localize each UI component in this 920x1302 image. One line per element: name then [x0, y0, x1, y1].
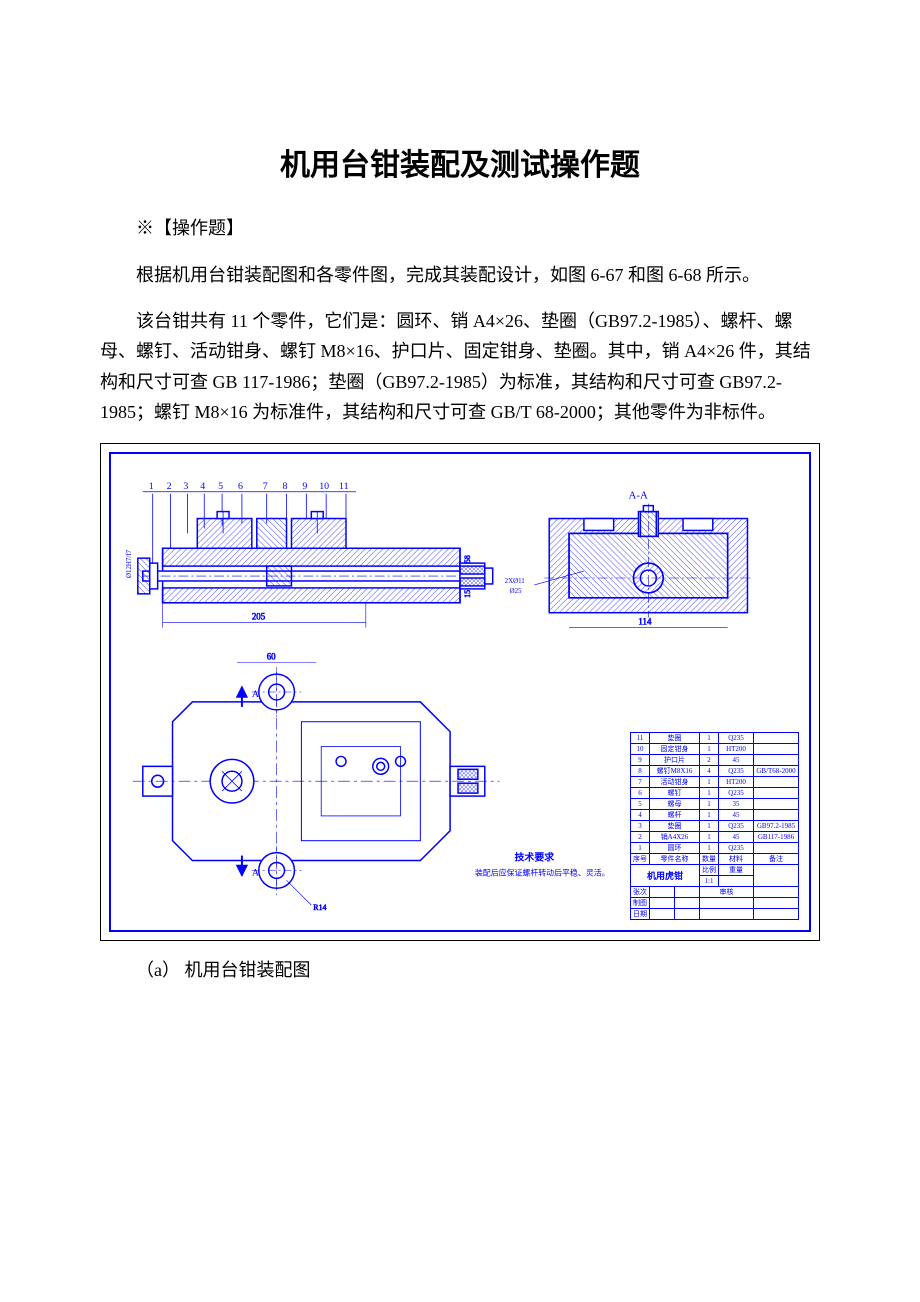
- title-block-row: 张次 审核: [631, 886, 799, 897]
- dim-205: 205: [252, 612, 266, 622]
- bom-row: 9 护口片 2 45: [631, 754, 799, 765]
- paragraph-2: 该台钳共有 11 个零件，它们是：圆环、销 A4×26、垫圈（GB97.2-19…: [100, 306, 820, 428]
- dim-15: 15: [463, 590, 472, 598]
- dim-r14: R14: [313, 903, 326, 912]
- drawing-container: b b c 1: [100, 443, 820, 941]
- title-block-row: 日期: [631, 908, 799, 919]
- bom-row: 4 螺杆 1 45: [631, 809, 799, 820]
- balloon-11: 11: [339, 481, 349, 492]
- dim-58: 58: [463, 555, 472, 563]
- bom-row: 2 销A4X26 1 45 GB117-1986: [631, 831, 799, 842]
- balloon-7: 7: [263, 481, 268, 492]
- dim-60: 60: [267, 651, 276, 661]
- tech-req-text: 装配后应保证螺杆转动后平稳、灵活。: [475, 867, 610, 877]
- section-aa-label: A-A: [629, 490, 648, 502]
- balloon-9: 9: [302, 481, 307, 492]
- title-block-row: 制图: [631, 897, 799, 908]
- balloon-10: 10: [319, 481, 329, 492]
- dim-phi12: Ø12H7/f7: [126, 549, 133, 578]
- balloon-4: 4: [200, 481, 205, 492]
- bom-row: 11 垫圈 1 Q235: [631, 732, 799, 743]
- bom-row: 6 螺钉 1 Q235: [631, 787, 799, 798]
- paragraph-1: 根据机用台钳装配图和各零件图，完成其装配设计，如图 6-67 和图 6-68 所…: [100, 260, 820, 291]
- bom-row: 1 圆环 1 Q235: [631, 842, 799, 853]
- dim-2phi11: 2XØ11: [505, 578, 526, 585]
- bom-row: 10 固定钳身 1 HT200: [631, 743, 799, 754]
- section-a-bottom: A: [252, 867, 260, 878]
- bom-row: 3 垫圈 1 Q235 GB97.2-1985: [631, 820, 799, 831]
- bom-row: 5 螺母 1 35: [631, 798, 799, 809]
- dim-phi25: Ø25: [510, 588, 522, 595]
- tech-requirements: 技术要求 装配后应保证螺杆转动后平稳、灵活。: [475, 850, 610, 877]
- bom-table: 11 垫圈 1 Q235 10 固定钳身 1 HT200 9 护口片 2 45 …: [630, 732, 799, 920]
- drawing-inner: b b c 1: [109, 452, 811, 932]
- plan-view: 60: [133, 651, 500, 912]
- balloon-2: 2: [167, 481, 172, 492]
- title-block-row: 机用虎钳 比例 重量: [631, 864, 799, 875]
- page-title: 机用台钳装配及测试操作题: [100, 140, 820, 184]
- bom-header: 序号 零件名称 数量 材料 备注: [631, 853, 799, 864]
- main-section-view: 1 2 3 4 5 6 7 8 9 10 11 Ø12H7/f7: [126, 481, 493, 628]
- dim-114: 114: [638, 617, 652, 627]
- balloon-1: 1: [149, 481, 154, 492]
- figure-caption: （a） 机用台钳装配图: [100, 956, 820, 982]
- section-a-top: A: [252, 689, 260, 700]
- section-marker: ※【操作题】: [100, 214, 820, 240]
- bom-row: 8 螺钉M8X16 4 Q235 GB/T68-2000: [631, 765, 799, 776]
- bom-row: 7 活动钳身 1 HT200: [631, 776, 799, 787]
- balloon-5: 5: [218, 481, 223, 492]
- balloon-6: 6: [238, 481, 243, 492]
- section-aa-view: A-A: [505, 490, 753, 628]
- balloon-8: 8: [283, 481, 288, 492]
- balloon-3: 3: [183, 481, 188, 492]
- tech-req-title: 技术要求: [515, 850, 555, 863]
